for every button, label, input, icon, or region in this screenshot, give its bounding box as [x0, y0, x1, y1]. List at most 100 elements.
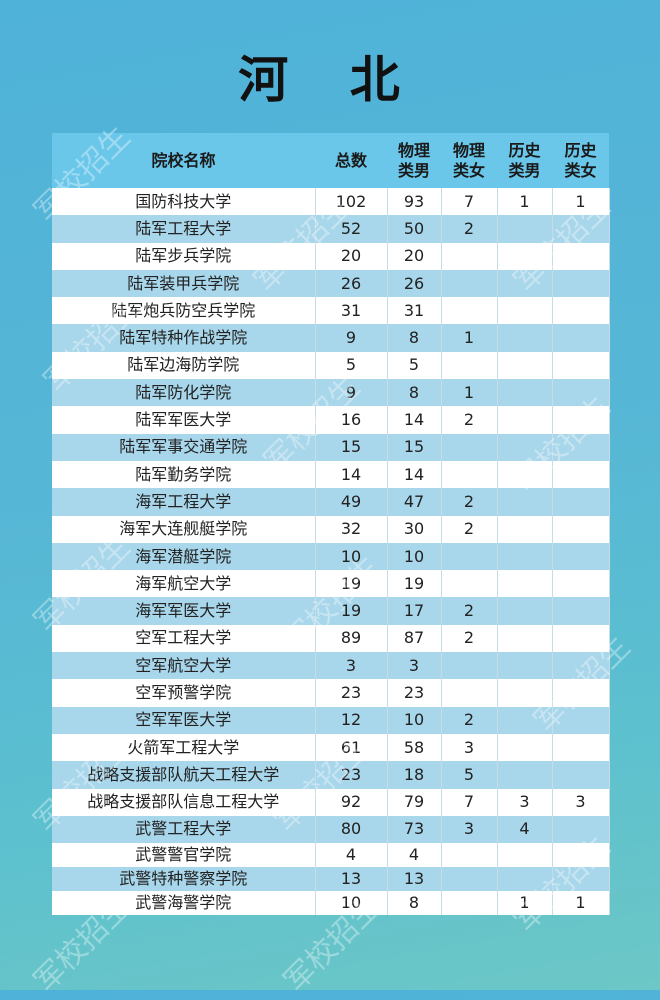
value-cell	[497, 733, 553, 762]
school-name-cell: 陆军步兵学院	[52, 242, 316, 270]
value-cell	[441, 460, 498, 489]
value-cell	[497, 324, 553, 352]
value-cell: 61	[315, 733, 388, 762]
value-cell: 2	[441, 215, 498, 243]
value-cell: 15	[315, 433, 388, 461]
value-cell: 52	[315, 215, 388, 243]
value-cell: 26	[315, 269, 388, 298]
value-cell: 19	[315, 597, 388, 625]
column-header: 历史类女	[552, 133, 609, 188]
value-cell	[441, 891, 498, 916]
value-cell	[497, 269, 553, 298]
value-cell: 8	[387, 379, 442, 407]
value-cell	[497, 706, 553, 734]
value-cell: 9	[315, 379, 388, 407]
value-cell: 2	[441, 624, 498, 653]
table-row: 武警海警学院 10 8 1 1	[52, 891, 610, 916]
admissions-table: 院校名称 总数 物理类男 物理类女 历史类男 历史类女 国防科技大学 102 93 7 1 1 陆军工…	[52, 133, 610, 916]
value-cell	[441, 297, 498, 325]
table-row: 海军军医大学 19 17 2	[52, 597, 610, 625]
table-row: 空军预警学院 23 23	[52, 679, 610, 707]
table-row: 武警警官学院 4 4	[52, 843, 610, 868]
value-cell	[441, 570, 498, 598]
table-header-row: 院校名称 总数 物理类男 物理类女 历史类男 历史类女	[52, 133, 609, 188]
value-cell: 14	[315, 460, 388, 489]
value-cell	[441, 867, 498, 892]
school-name-cell: 陆军特种作战学院	[52, 324, 316, 352]
value-cell: 23	[387, 679, 442, 707]
value-cell: 73	[387, 815, 442, 844]
value-cell: 58	[387, 733, 442, 762]
value-cell	[497, 843, 553, 868]
value-cell	[497, 351, 553, 380]
value-cell	[497, 570, 553, 598]
table-row: 空军航空大学 3 3	[52, 652, 610, 680]
value-cell	[552, 242, 610, 270]
value-cell: 13	[315, 867, 388, 892]
table-row: 战略支援部队信息工程大学 92 79 7 3 3	[52, 788, 610, 816]
value-cell	[497, 761, 553, 789]
value-cell: 1	[441, 379, 498, 407]
school-name-cell: 武警海警学院	[52, 891, 316, 916]
value-cell: 3	[441, 733, 498, 762]
school-name-cell: 国防科技大学	[52, 188, 316, 216]
value-cell: 23	[315, 761, 388, 789]
value-cell	[497, 867, 553, 892]
value-cell: 1	[552, 188, 610, 216]
value-cell	[552, 706, 610, 734]
school-name-cell: 空军工程大学	[52, 624, 316, 653]
value-cell: 8	[387, 891, 442, 916]
value-cell: 15	[387, 433, 442, 461]
table-row: 陆军工程大学 52 50 2	[52, 215, 610, 243]
value-cell	[497, 488, 553, 516]
table-row: 海军工程大学 49 47 2	[52, 488, 610, 516]
value-cell	[552, 406, 610, 434]
school-name-cell: 海军工程大学	[52, 488, 316, 516]
value-cell	[441, 542, 498, 571]
school-name-cell: 海军航空大学	[52, 570, 316, 598]
table-row: 陆军装甲兵学院 26 26	[52, 269, 610, 298]
value-cell: 17	[387, 597, 442, 625]
value-cell	[497, 297, 553, 325]
value-cell: 16	[315, 406, 388, 434]
table-row: 空军工程大学 89 87 2	[52, 624, 610, 653]
table-row: 陆军防化学院 9 8 1	[52, 379, 610, 407]
table-row: 武警特种警察学院 13 13	[52, 867, 610, 892]
value-cell: 7	[441, 788, 498, 816]
value-cell	[441, 679, 498, 707]
school-name-cell: 陆军装甲兵学院	[52, 269, 316, 298]
value-cell	[497, 406, 553, 434]
table-row: 海军潜艇学院 10 10	[52, 542, 610, 571]
value-cell	[552, 867, 610, 892]
value-cell: 14	[387, 460, 442, 489]
column-header: 历史类男	[497, 133, 552, 188]
table-row: 陆军边海防学院 5 5	[52, 351, 610, 380]
school-name-cell: 陆军军事交通学院	[52, 433, 316, 461]
value-cell: 49	[315, 488, 388, 516]
value-cell: 2	[441, 406, 498, 434]
value-cell	[497, 460, 553, 489]
school-name-cell: 陆军勤务学院	[52, 460, 316, 489]
column-header: 院校名称	[52, 133, 315, 188]
value-cell: 50	[387, 215, 442, 243]
value-cell	[497, 379, 553, 407]
value-cell: 31	[315, 297, 388, 325]
value-cell	[552, 761, 610, 789]
value-cell	[497, 679, 553, 707]
value-cell: 4	[497, 815, 553, 844]
value-cell	[441, 269, 498, 298]
value-cell: 2	[441, 515, 498, 543]
value-cell: 2	[441, 488, 498, 516]
value-cell: 20	[315, 242, 388, 270]
school-name-cell: 陆军边海防学院	[52, 351, 316, 380]
value-cell: 5	[441, 761, 498, 789]
table-row: 陆军炮兵防空兵学院 31 31	[52, 297, 610, 325]
table-row: 空军军医大学 12 10 2	[52, 706, 610, 734]
value-cell: 3	[387, 652, 442, 680]
school-name-cell: 空军预警学院	[52, 679, 316, 707]
school-name-cell: 陆军工程大学	[52, 215, 316, 243]
school-name-cell: 空军军医大学	[52, 706, 316, 734]
value-cell: 4	[315, 843, 388, 868]
value-cell: 26	[387, 269, 442, 298]
school-name-cell: 陆军防化学院	[52, 379, 316, 407]
